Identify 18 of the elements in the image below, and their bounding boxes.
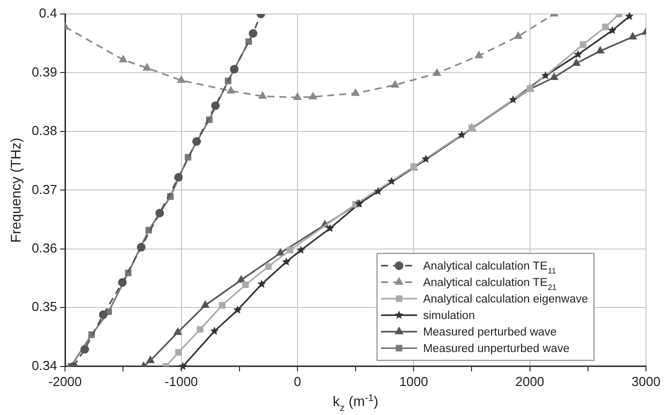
legend-label: simulation: [423, 310, 475, 322]
x-tick-label: 1000: [399, 374, 428, 389]
y-axis-title: Frequency (THz): [7, 138, 24, 243]
legend-label: Analytical calculation eigenwave: [423, 294, 588, 306]
y-tick-label: 0.38: [32, 123, 58, 138]
x-tick-label: 2000: [515, 374, 544, 389]
x-tick-label: -1000: [164, 374, 198, 389]
y-tick-label: 0.37: [32, 182, 58, 197]
x-tick-label: 0: [294, 374, 302, 389]
legend-label: Measured perturbed wave: [423, 326, 557, 339]
y-tick-label: 0.39: [32, 64, 58, 80]
legend-label: Measured unperturbed wave: [423, 343, 570, 356]
y-tick-label: 0.36: [32, 240, 58, 256]
y-tick-label: 0.4: [39, 6, 58, 21]
y-tick-label: 0.35: [32, 299, 58, 314]
x-tick-label: -2000: [48, 374, 82, 389]
y-tick-label: 0.34: [32, 358, 58, 373]
x-tick-label: 3000: [632, 374, 660, 389]
